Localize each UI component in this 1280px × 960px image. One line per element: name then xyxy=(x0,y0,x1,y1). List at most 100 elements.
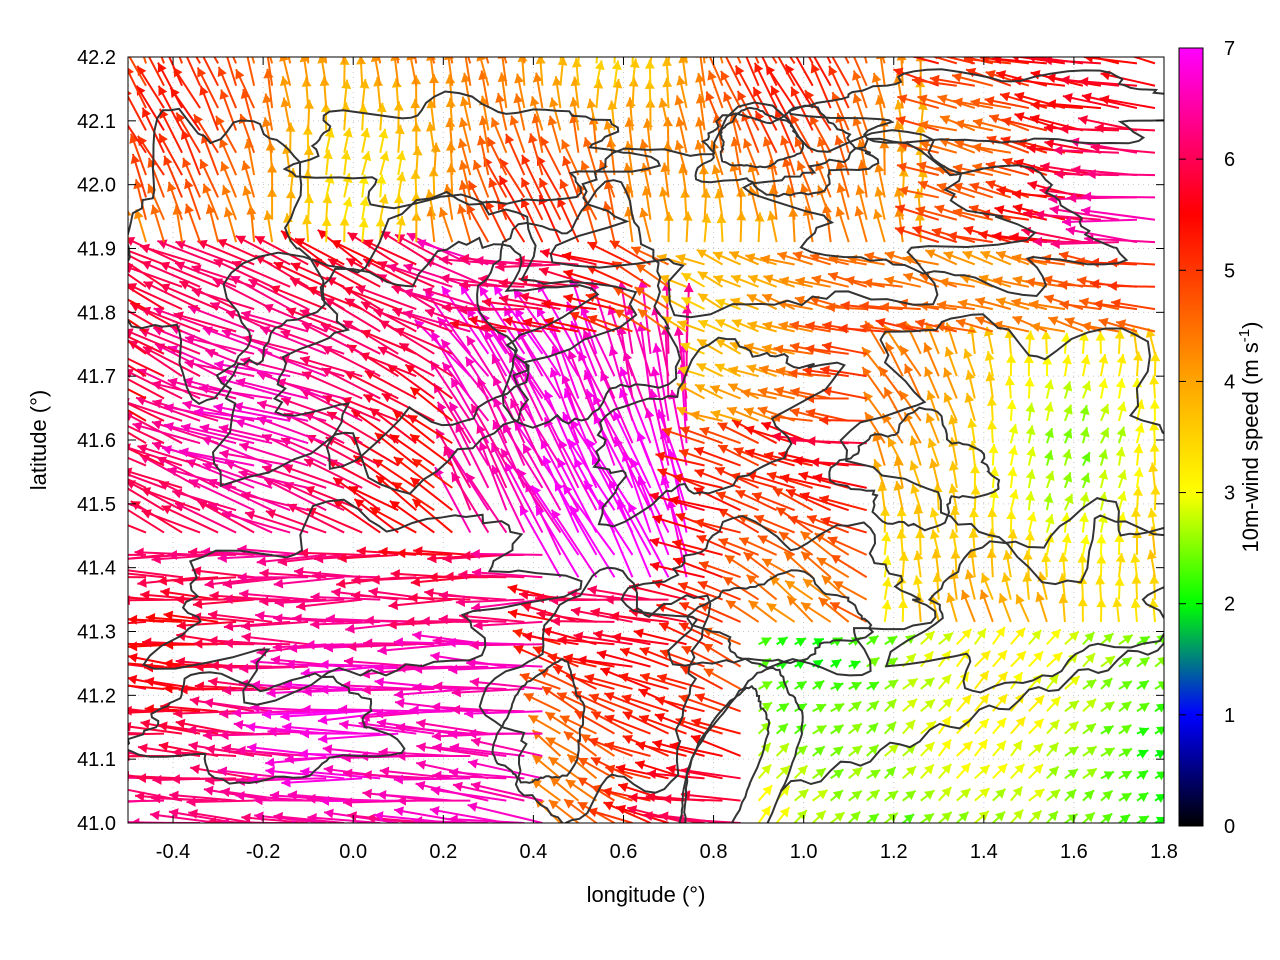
wind-vector-head xyxy=(150,204,161,215)
wind-vector-head xyxy=(529,96,540,107)
wind-vector xyxy=(205,747,273,757)
wind-vector-head xyxy=(459,279,469,290)
wind-vector-head xyxy=(1084,632,1095,643)
wind-vector xyxy=(403,264,471,288)
wind-vector-head xyxy=(498,278,509,289)
wind-vector-head xyxy=(979,788,990,798)
wind-vector-head xyxy=(265,766,275,777)
wind-vector-head xyxy=(1121,657,1132,667)
wind-vector-head xyxy=(66,620,75,630)
wind-vector xyxy=(176,620,237,628)
wind-vector-head xyxy=(164,403,175,414)
wind-vector-head xyxy=(996,185,1007,196)
wind-vector xyxy=(226,57,238,87)
wind-vector-head xyxy=(163,610,174,621)
wind-vector-head xyxy=(428,572,438,583)
wind-vector-head xyxy=(779,765,790,776)
wind-vector xyxy=(360,329,417,355)
wind-vector-head xyxy=(493,285,504,296)
wind-vector xyxy=(540,57,544,64)
wind-vector-head xyxy=(519,589,529,600)
wind-vector-head xyxy=(209,591,219,602)
wind-vector-head xyxy=(1078,115,1088,125)
wind-vector xyxy=(151,421,219,445)
wind-vector-head xyxy=(1079,492,1090,503)
wind-vector xyxy=(1042,58,1102,65)
wind-vector-head xyxy=(812,473,823,484)
wind-vector-head xyxy=(1138,727,1149,737)
wind-vector xyxy=(279,356,345,378)
wind-vector-head xyxy=(177,23,186,33)
wind-vector xyxy=(467,760,543,780)
wind-vector-head xyxy=(1098,469,1109,480)
x-tick-label: 1.4 xyxy=(970,841,998,863)
wind-vector-head xyxy=(1034,209,1045,220)
wind-vector-head xyxy=(217,238,228,249)
wind-vector-head xyxy=(464,708,474,719)
contour-line xyxy=(884,497,1164,694)
wind-vector xyxy=(464,710,543,715)
wind-vector-head xyxy=(923,342,933,353)
wind-vector-head xyxy=(1025,277,1036,288)
wind-vector-head xyxy=(979,589,990,600)
wind-vector-head xyxy=(1026,143,1037,154)
wind-vector-head xyxy=(304,99,315,109)
wind-vector-head xyxy=(676,75,687,86)
wind-vector-head xyxy=(1133,467,1144,478)
wind-vector-head xyxy=(514,73,524,84)
wind-vector-head xyxy=(740,22,749,32)
wind-vector-head xyxy=(915,318,926,329)
wind-vector-head xyxy=(374,432,386,443)
wind-vector-head xyxy=(221,185,232,196)
wind-vector-head xyxy=(588,737,599,747)
wind-vector-head xyxy=(895,204,906,214)
wind-vector-head xyxy=(1086,679,1097,689)
wind-vector-head xyxy=(207,816,217,823)
wind-vector-head xyxy=(987,420,998,430)
wind-vector-head xyxy=(941,674,951,685)
wind-vector xyxy=(202,327,273,355)
wind-vector-head xyxy=(745,253,756,263)
wind-vector-head xyxy=(635,263,646,274)
wind-vector-head xyxy=(963,348,973,359)
wind-vector-head xyxy=(1074,57,1076,58)
wind-vector-head xyxy=(801,602,812,612)
wind-vector-head xyxy=(1137,770,1148,780)
wind-vector xyxy=(1062,95,1120,110)
wind-vector-head xyxy=(695,117,705,127)
wind-vector xyxy=(202,462,273,489)
wind-vector xyxy=(128,487,165,512)
wind-vector-head xyxy=(586,98,597,109)
wind-vector-head xyxy=(59,771,68,781)
wind-vector-head xyxy=(387,619,397,630)
wind-vector xyxy=(649,563,705,579)
wind-vector-head xyxy=(912,225,923,235)
wind-vector xyxy=(558,439,598,511)
wind-vector xyxy=(274,598,345,605)
wind-vector-head xyxy=(557,57,568,66)
wind-vector xyxy=(464,57,472,86)
wind-vector-head xyxy=(1041,552,1052,563)
wind-vector-head xyxy=(447,447,458,458)
wind-vector-head xyxy=(835,206,846,218)
wind-vector-head xyxy=(949,529,959,540)
wind-vector-head xyxy=(542,455,552,467)
wind-vector-head xyxy=(416,239,427,249)
wind-vector xyxy=(128,800,129,802)
wind-vector-head xyxy=(787,435,797,446)
wind-vector-head xyxy=(281,777,291,788)
wind-vector xyxy=(240,311,309,333)
wind-vector-head xyxy=(771,431,782,442)
wind-vector-head xyxy=(1115,552,1126,563)
wind-vector-head xyxy=(1046,99,1057,110)
wind-vector-head xyxy=(190,764,200,775)
wind-vector-head xyxy=(164,422,174,432)
wind-vector-head xyxy=(723,576,734,587)
wind-vector-head xyxy=(223,207,234,218)
wind-vector-head xyxy=(515,255,525,266)
wind-vector-head xyxy=(894,226,906,236)
wind-vector-head xyxy=(1150,352,1161,362)
wind-vector-head xyxy=(652,739,663,750)
wind-vector-head xyxy=(993,276,1003,287)
wind-vector xyxy=(1090,145,1156,154)
